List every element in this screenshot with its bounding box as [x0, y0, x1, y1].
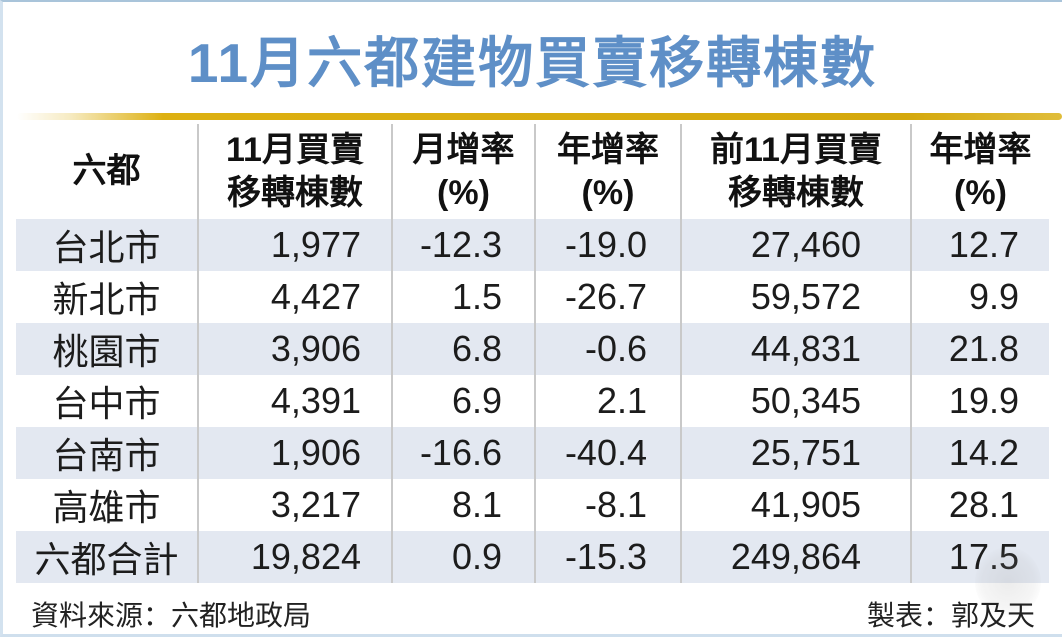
mom-rate-value: 8.1 [393, 479, 536, 531]
header-line: 六都 [72, 152, 141, 190]
city-name: 新北市 [16, 271, 199, 323]
column-header-mom-rate: 月增率 (%) [393, 124, 536, 219]
header-line: 移轉棟數 [728, 173, 864, 212]
mom-rate-value: 6.8 [393, 323, 536, 375]
yoy-rate-value: -8.1 [536, 479, 682, 531]
header-line: 前11月買賣 [710, 130, 882, 169]
city-name: 台北市 [16, 219, 199, 271]
city-name: 高雄市 [16, 479, 199, 531]
table-row-newtaipei: 新北市 4,427 1.5 -26.7 59,572 9.9 [16, 271, 1049, 323]
nov-transfers-value: 4,391 [199, 375, 393, 427]
yoy-rate-value: -0.6 [536, 323, 682, 375]
city-name: 桃園市 [16, 323, 199, 375]
header-line: 11月買賣 [226, 130, 364, 169]
nov-transfers-total: 19,824 [199, 531, 393, 583]
header-line: (%) [954, 173, 1007, 212]
mom-rate-value: -16.6 [393, 427, 536, 479]
ytd-transfers-value: 50,345 [682, 375, 912, 427]
page-title: 11月六都建物買賣移轉棟數 [187, 32, 878, 94]
table-row-total: 六都合計 19,824 0.9 -15.3 249,864 17.5 [16, 531, 1049, 583]
city-name: 台中市 [16, 375, 199, 427]
yoy-rate-total: -15.3 [536, 531, 682, 583]
city-name: 台南市 [16, 427, 199, 479]
footer: 資料來源：六都地政局 製表：郭及天 [31, 594, 1035, 634]
ytd-transfers-total: 249,864 [682, 531, 912, 583]
yoy-rate-value: -26.7 [536, 271, 682, 323]
nov-transfers-value: 3,217 [199, 479, 393, 531]
ytd-transfers-value: 44,831 [682, 323, 912, 375]
column-header-city: 六都 [16, 124, 199, 219]
ytd-transfers-value: 41,905 [682, 479, 912, 531]
mom-rate-value: -12.3 [393, 219, 536, 271]
data-source-label: 資料來源：六都地政局 [31, 600, 312, 631]
header-line: 移轉棟數 [227, 173, 363, 212]
table-header-row: 六都 11月買賣 移轉棟數 月增率 (%) 年增率 (%) 前11月買賣 移轉棟… [16, 124, 1049, 219]
ytd-yoy-rate-total: 17.5 [948, 536, 1019, 577]
ytd-yoy-rate-value: 21.8 [948, 328, 1019, 369]
ytd-transfers-value: 59,572 [682, 271, 912, 323]
table-row-taichung: 台中市 4,391 6.9 2.1 50,345 19.9 [16, 375, 1049, 427]
header-line: (%) [581, 173, 635, 212]
header-line: 年增率 [929, 130, 1032, 169]
ytd-yoy-rate-value: 14.2 [948, 432, 1019, 473]
table-row-tainan: 台南市 1,906 -16.6 -40.4 25,751 14.2 [16, 427, 1049, 479]
gold-divider-rule [17, 113, 1062, 120]
column-header-ytd-transfers: 前11月買賣 移轉棟數 [682, 124, 912, 219]
yoy-rate-value: -40.4 [536, 427, 682, 479]
total-label: 六都合計 [16, 531, 199, 583]
table-row-taipei: 台北市 1,977 -12.3 -19.0 27,460 12.7 [16, 219, 1049, 271]
nov-transfers-value: 1,906 [199, 427, 393, 479]
ytd-transfers-value: 27,460 [682, 219, 912, 271]
ytd-yoy-rate-value: 12.7 [948, 224, 1019, 265]
mom-rate-total: 0.9 [393, 531, 536, 583]
nov-transfers-value: 1,977 [199, 219, 393, 271]
nov-transfers-value: 3,906 [199, 323, 393, 375]
table-row-kaohsiung: 高雄市 3,217 8.1 -8.1 41,905 28.1 [16, 479, 1049, 531]
header-line: 年增率 [557, 130, 659, 169]
nov-transfers-value: 4,427 [199, 271, 393, 323]
credit-label: 製表：郭及天 [866, 600, 1035, 631]
column-header-yoy-rate: 年增率 (%) [536, 124, 682, 219]
mom-rate-value: 6.9 [393, 375, 536, 427]
table-row-taoyuan: 桃園市 3,906 6.8 -0.6 44,831 21.8 [16, 323, 1049, 375]
header-line: 月增率 [412, 130, 515, 169]
ytd-yoy-rate-value: 28.1 [948, 484, 1019, 525]
mom-rate-value: 1.5 [393, 271, 536, 323]
column-header-ytd-yoy-rate: 年增率 (%) [912, 124, 1049, 219]
header-line: (%) [437, 173, 490, 212]
yoy-rate-value: 2.1 [536, 375, 682, 427]
yoy-rate-value: -19.0 [536, 219, 682, 271]
ytd-yoy-rate-value: 9.9 [968, 276, 1019, 317]
ytd-yoy-rate-value: 19.9 [948, 380, 1019, 421]
data-table: 六都 11月買賣 移轉棟數 月增率 (%) 年增率 (%) 前11月買賣 移轉棟… [16, 124, 1049, 583]
ytd-transfers-value: 25,751 [682, 427, 912, 479]
column-header-nov-transfers: 11月買賣 移轉棟數 [199, 124, 393, 219]
